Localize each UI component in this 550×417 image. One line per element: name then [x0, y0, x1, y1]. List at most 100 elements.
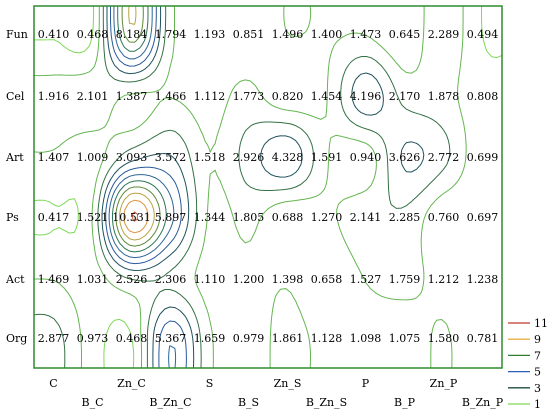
cell-label-org-zn-p: 1.580 [428, 332, 460, 345]
cell-value-labels: 0.410 0.468 8.184 1.794 1.193 0.851 1.496 1.400… [38, 28, 499, 345]
column-label-b-zn-p: B_Zn_P [462, 396, 504, 409]
cell-label-fun-zn-c: 8.184 [116, 28, 148, 41]
cell-label-cel-s: 1.112 [194, 90, 226, 103]
contour-level-0-5 [33, 5, 503, 369]
cell-label-art-b-zn-p: 0.699 [467, 151, 499, 164]
legend-label-5: 5 [534, 366, 541, 379]
cell-label-ps-b-s: 1.805 [233, 211, 265, 224]
cell-label-org-b-p: 1.075 [389, 332, 421, 345]
cell-label-ps-b-p: 2.285 [389, 211, 421, 224]
cell-label-act-b-zn-p: 1.238 [467, 273, 499, 286]
cell-label-act-b-s: 1.200 [233, 273, 265, 286]
cell-label-ps-s: 1.344 [194, 211, 226, 224]
legend-label-1: 1 [534, 398, 541, 411]
cell-label-ps-p: 2.141 [350, 211, 382, 224]
contour-level-6-5 [112, 5, 167, 253]
contour-level-2-5 [33, 5, 451, 369]
cell-label-ps-zn-c: 10.531 [112, 211, 151, 224]
legend: 11 9 7 5 3 1 [508, 317, 548, 411]
contour-level-3-5 [101, 5, 425, 369]
row-label-org: Org [6, 332, 27, 345]
cell-label-art-s: 1.518 [194, 151, 226, 164]
cell-label-cel-zn-c: 1.387 [116, 90, 148, 103]
contour-level-4-5 [105, 5, 187, 369]
column-label-b-c: B_C [82, 396, 104, 409]
cell-label-fun-zn-s: 1.496 [272, 28, 304, 41]
row-label-art: Art [5, 151, 24, 164]
contour-level-5-5 [108, 5, 177, 369]
plot-frame [33, 5, 503, 369]
cell-label-fun-c: 0.410 [38, 28, 70, 41]
cell-label-org-b-zn-p: 0.781 [467, 332, 499, 345]
row-label-fun: Fun [6, 28, 28, 41]
cell-label-org-s: 1.659 [194, 332, 226, 345]
column-label-b-p: B_P [394, 396, 416, 409]
cell-label-org-b-c: 0.973 [77, 332, 109, 345]
cell-label-act-b-zn-c: 2.306 [155, 273, 187, 286]
legend-label-3: 3 [534, 382, 541, 395]
column-label-c: C [49, 377, 57, 390]
cell-label-act-s: 1.110 [194, 273, 226, 286]
row-label-ps: Ps [6, 211, 19, 224]
cell-label-act-b-c: 1.031 [77, 273, 109, 286]
cell-label-fun-zn-p: 2.289 [428, 28, 460, 41]
row-axis-labels: Fun Cel Art Ps Act Org [5, 28, 28, 345]
cell-label-cel-c: 1.916 [38, 90, 70, 103]
cell-label-art-zn-p: 2.772 [428, 151, 460, 164]
column-label-b-zn-c: B_Zn_C [149, 396, 191, 409]
cell-label-org-b-zn-c: 5.367 [155, 332, 187, 345]
contour-level-8-5 [119, 5, 155, 241]
cell-label-art-b-p: 3.626 [389, 151, 421, 164]
legend-label-11: 11 [534, 317, 548, 330]
cell-label-cel-b-zn-s: 1.454 [311, 90, 343, 103]
cell-label-ps-c: 0.417 [38, 211, 70, 224]
cell-label-act-zn-p: 1.212 [428, 273, 460, 286]
cell-label-fun-b-zn-s: 1.400 [311, 28, 343, 41]
column-axis-labels: C B_C Zn_CB_Zn_C S B_S Zn_S B_Zn_S P B_P Zn_P B_Zn… [49, 377, 503, 409]
cell-label-art-zn-c: 3.093 [116, 151, 148, 164]
contour-level-10-5 [132, 211, 139, 222]
column-label-zn-s: Zn_S [274, 377, 302, 390]
cell-label-ps-zn-s: 0.688 [272, 211, 304, 224]
cell-label-cel-b-s: 1.773 [233, 90, 265, 103]
cell-label-org-b-s: 0.979 [233, 332, 265, 345]
cell-label-fun-b-s: 0.851 [233, 28, 265, 41]
cell-label-cel-p: 4.196 [350, 90, 382, 103]
contour-lines [33, 5, 503, 369]
cell-label-art-b-s: 2.926 [233, 151, 265, 164]
cell-label-cel-zn-s: 0.820 [272, 90, 304, 103]
cell-label-fun-b-p: 0.645 [389, 28, 421, 41]
cell-label-act-b-p: 1.759 [389, 273, 421, 286]
cell-label-art-zn-s: 4.328 [272, 151, 304, 164]
cell-label-act-c: 1.469 [38, 273, 70, 286]
cell-label-org-c: 2.877 [38, 332, 70, 345]
cell-label-ps-b-zn-c: 5.897 [155, 211, 187, 224]
row-label-act: Act [5, 273, 25, 286]
column-label-s: S [206, 377, 214, 390]
column-label-b-s: B_S [238, 396, 259, 409]
cell-label-org-b-zn-s: 1.128 [311, 332, 343, 345]
cell-label-cel-b-p: 2.170 [389, 90, 421, 103]
cell-label-cel-b-c: 2.101 [77, 90, 109, 103]
cell-label-act-b-zn-s: 0.658 [311, 273, 343, 286]
cell-label-art-b-c: 1.009 [77, 151, 109, 164]
legend-label-9: 9 [534, 333, 541, 346]
column-label-zn-c: Zn_C [117, 377, 146, 390]
cell-label-ps-b-zn-p: 0.697 [467, 211, 499, 224]
cell-label-fun-s: 1.193 [194, 28, 226, 41]
cell-label-art-b-zn-s: 1.591 [311, 151, 343, 164]
contour-level-7-5 [115, 5, 161, 247]
cell-label-ps-b-c: 1.521 [77, 211, 109, 224]
cell-label-art-b-zn-c: 3.572 [155, 151, 187, 164]
row-label-cel: Cel [6, 90, 25, 103]
cell-label-cel-b-zn-c: 1.466 [155, 90, 187, 103]
contour-level-1-5 [33, 5, 467, 369]
cell-label-org-zn-s: 1.861 [272, 332, 304, 345]
cell-label-art-c: 1.407 [38, 151, 70, 164]
cell-label-fun-p: 1.473 [350, 28, 382, 41]
cell-label-act-zn-s: 1.398 [272, 273, 304, 286]
column-label-b-zn-s: B_Zn_S [306, 396, 347, 409]
cell-label-cel-b-zn-p: 0.808 [467, 90, 499, 103]
